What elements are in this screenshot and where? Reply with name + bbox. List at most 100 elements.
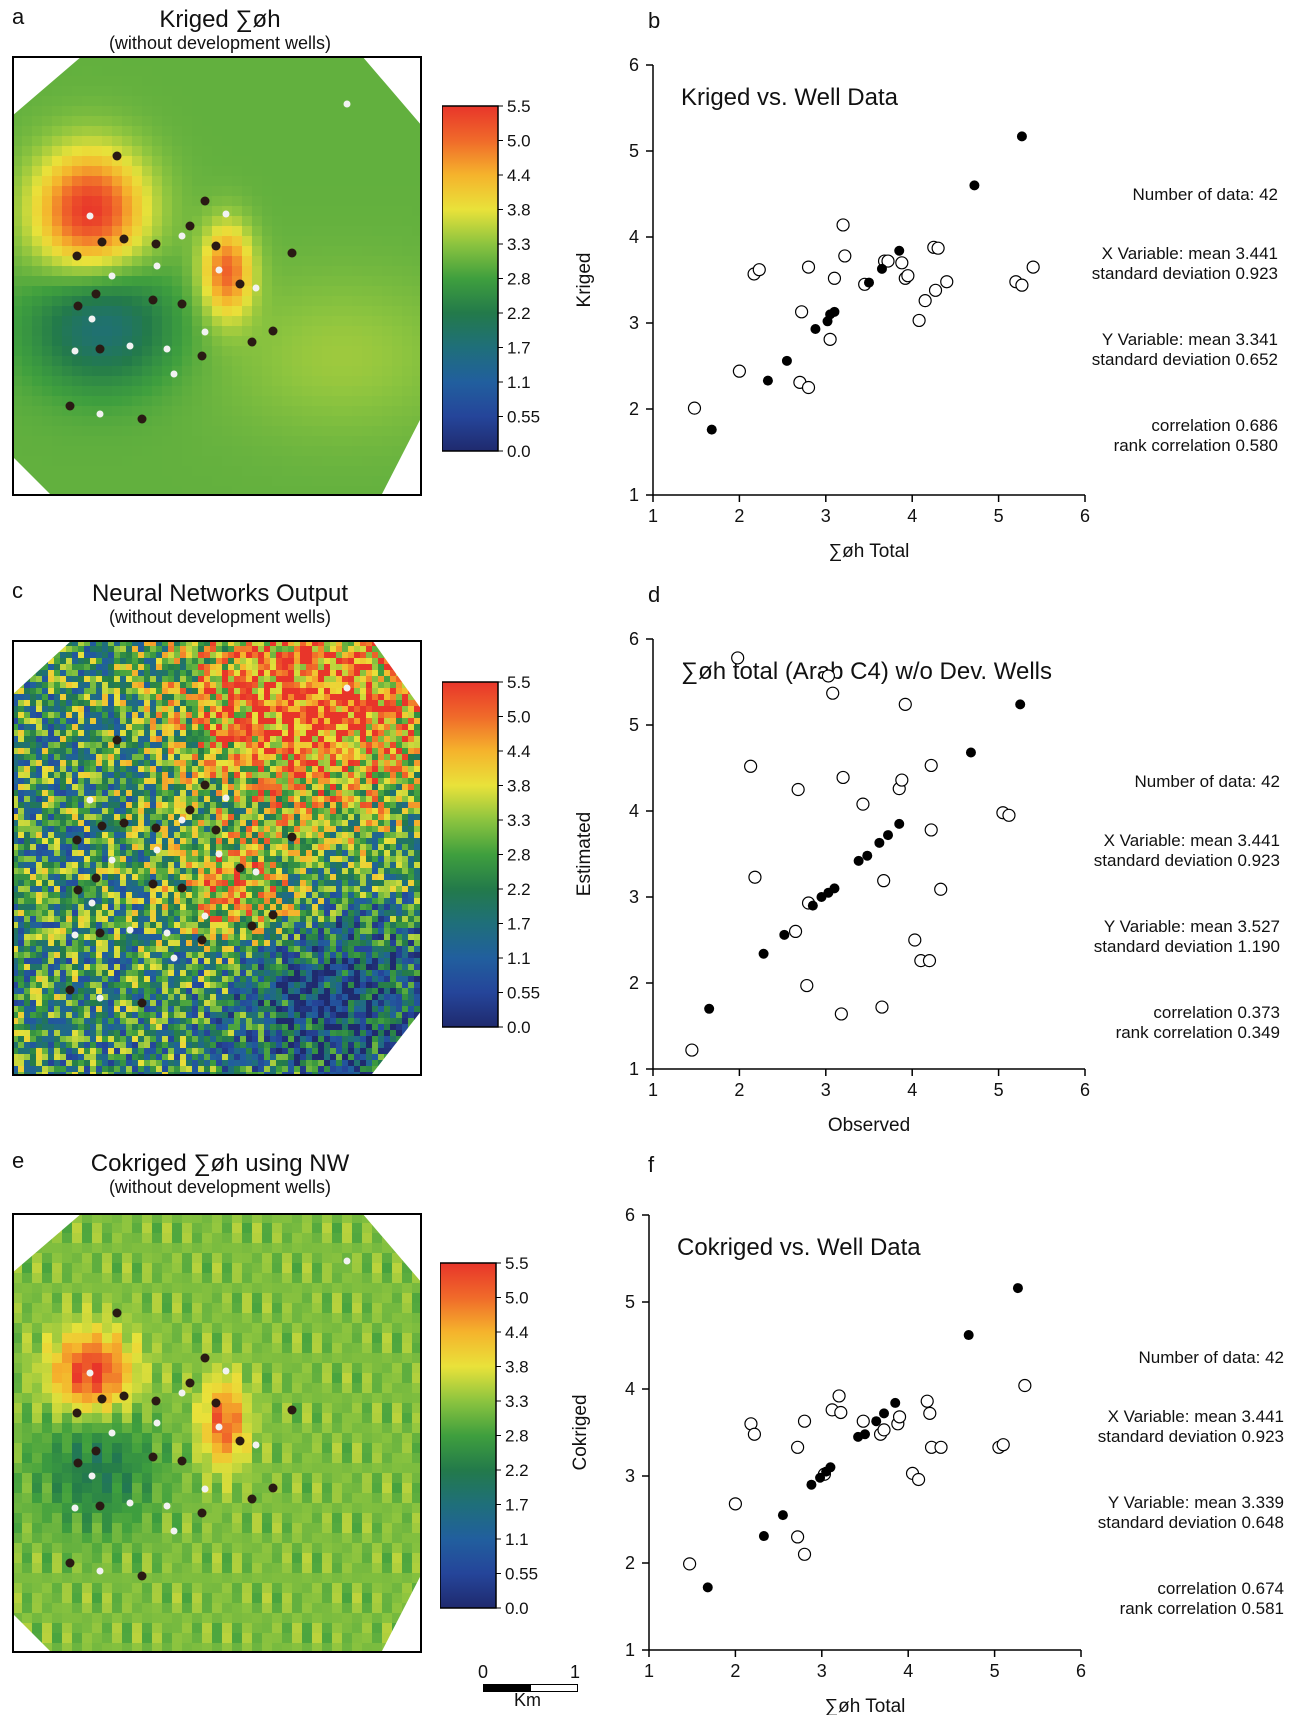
kriged-map-cell [362,286,373,297]
kriged-map-cell [12,146,23,157]
nn-map-cell [132,772,139,779]
nn-map-cell [414,892,421,899]
kriged-map-cell [92,226,103,237]
nn-map-cell [414,736,421,743]
nn-map-cell [66,682,73,689]
kriged-map-cell [262,66,273,77]
nn-map-cell [360,892,367,899]
kriged-map-cell [22,176,33,187]
nn-map-cell [276,730,283,737]
nn-map-cell [252,664,259,671]
kriged-map-cell [312,116,323,127]
nn-map-cell [390,742,397,749]
kriged-map-cell [402,336,413,347]
nn-map-cell [330,724,337,731]
kriged-map-cell [192,66,203,77]
kriged-map-cell [342,156,353,167]
nn-map-cell [60,844,67,851]
nn-map-cell [228,874,235,881]
nn-map-cell [270,904,277,911]
nn-map-cell [294,664,301,671]
nn-map-cell [42,868,49,875]
kriged-map-cell [292,66,303,77]
kriged-map-cell [272,316,283,327]
nn-map-cell [264,748,271,755]
nn-map-cell [150,796,157,803]
nn-map-cell [312,682,319,689]
nn-map-cell [258,682,265,689]
nn-map-cell [132,874,139,881]
nn-map-cell [36,778,43,785]
kriged-map-cell [332,146,343,157]
kriged-map-cell [32,126,43,137]
nn-map-cell [90,682,97,689]
kriged-map-cell [62,246,73,257]
kriged-map-cell [112,286,123,297]
kriged-map-cell [102,306,113,317]
nn-map-cell [354,718,361,725]
nn-map-cell [114,652,121,659]
nn-map-cell [126,802,133,809]
nn-map-cell [78,880,85,887]
nn-map-cell [276,838,283,845]
nn-map-cell [36,808,43,815]
nn-map-cell [312,652,319,659]
nn-map-cell [180,874,187,881]
nn-map-cell [234,814,241,821]
nn-map-cell [252,826,259,833]
nn-map-cell [264,718,271,725]
kriged-map-cell [312,466,323,477]
kriged-map-cell [72,116,83,127]
kriged-map-cell [302,106,313,117]
kriged-map-cell [222,96,233,107]
nn-map-cell [246,802,253,809]
kriged-map-cell [392,376,403,387]
nn-map-cell [150,892,157,899]
kriged-map-cell [342,166,353,177]
nn-map-cell [342,658,349,665]
nn-map-cell [402,802,409,809]
nn-map-cell [390,832,397,839]
kriged-map-cell [122,136,133,147]
nn-map-cell [360,760,367,767]
nn-map-cell [324,736,331,743]
nn-map-cell [24,748,31,755]
nn-map-cell [12,874,19,881]
nn-map-cell [156,664,163,671]
kriged-map-cell [142,236,153,247]
nn-map-cell [246,766,253,773]
kriged-map-cell [52,126,63,137]
kriged-map-cell [222,306,233,317]
kriged-map-cell [402,416,413,427]
nn-map-cell [24,736,31,743]
nn-map-cell [120,904,127,911]
kriged-map-cell [392,196,403,207]
well-dot-light [126,342,134,350]
kriged-map-cell [392,416,403,427]
nn-map-cell [180,706,187,713]
kriged-map-cell [312,226,323,237]
kriged-map-cell [122,76,133,87]
kriged-map-cell [402,246,413,257]
kriged-map-cell [112,166,123,177]
nn-map-cell [264,850,271,857]
kriged-map-cell [332,386,343,397]
kriged-map-cell [22,416,33,427]
kriged-map-cell [62,136,73,147]
kriged-map-cell [212,76,223,87]
nn-map-cell [204,742,211,749]
nn-map-cell [294,826,301,833]
nn-map-cell [30,892,37,899]
kriged-map-cell [362,66,373,77]
nn-map-cell [162,754,169,761]
kriged-map-cell [282,126,293,137]
kriged-map-cell [182,476,193,487]
nn-map-cell [390,802,397,809]
kriged-map-cell [362,346,373,357]
kriged-map-cell [382,406,393,417]
nn-map-cell [72,778,79,785]
nn-map-cell [102,892,109,899]
nn-map-cell [318,868,325,875]
nn-map-cell [168,826,175,833]
nn-map-cell [408,748,415,755]
